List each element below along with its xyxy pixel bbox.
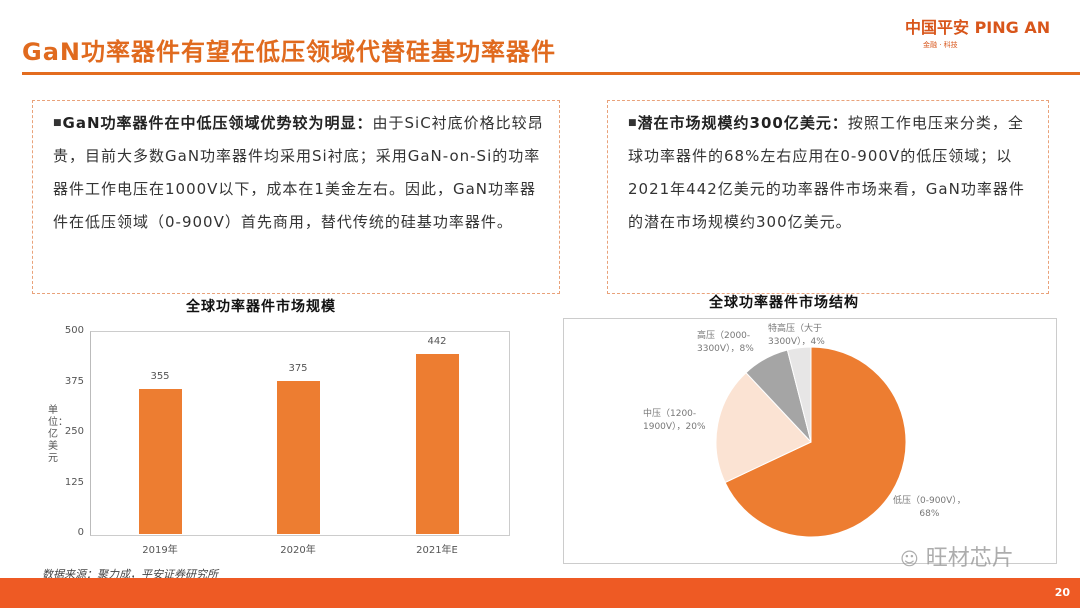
watermark: ☺ 旺材芯片 [900,546,1014,571]
y-tick: 0 [77,527,84,538]
pie-slice-ultra [786,346,812,443]
box-heading: GaN功率器件在中低压领域优势较为明显： [62,114,373,132]
y-tick: 250 [64,426,84,437]
pie-label-high: 高压（2000- 3300V），8% [697,331,754,354]
y-tick: 375 [64,376,84,387]
pie-slice-low [724,346,907,538]
box-heading: 潜在市场规模约300亿美元： [637,114,848,132]
page-title: GaN功率器件有望在低压领域代替硅基功率器件 [22,38,556,66]
bar-2019 [139,389,182,534]
pie-slice-mid [715,371,812,484]
y-tick: 500 [64,325,84,336]
page-number: 20 [1054,586,1070,599]
pie-label-low: 低压（0-900V）， 68% [893,496,966,519]
bullet-icon: ■ [628,118,638,128]
pie-chart-frame [563,318,1057,564]
bar-value-label: 375 [288,363,308,374]
pie-chart-title: 全球功率器件市场结构 [709,295,859,311]
wechat-icon: ☺ [900,549,919,570]
y-axis-label: 单位：亿美元 [48,405,68,464]
plot-area [90,331,510,536]
bar-2020 [277,381,320,534]
x-tick: 2020年 [280,545,316,556]
logo-tagline: 金融 · 科技 [923,41,958,49]
text-box-left: ■GaN功率器件在中低压领域优势较为明显：由于SiC衬底价格比较昂贵，目前大多数… [32,100,560,294]
bullet-icon: ■ [53,118,63,128]
logo-text: 中国平安 PING AN [905,18,1051,37]
box-body: 按照工作电压来分类，全球功率器件的68%左右应用在0-900V的低压领域；以20… [628,114,1025,231]
pie-chart [715,346,907,538]
box-body: 由于SiC衬底价格比较昂贵，目前大多数GaN功率器件均采用Si衬底；采用GaN-… [53,114,544,231]
pie-label-ultra: 特高压（大于 3300V），4% [768,324,825,347]
x-tick: 2021年E [416,545,458,556]
bar-2021e [416,354,459,534]
y-tick: 125 [64,477,84,488]
bar-value-label: 355 [150,371,170,382]
text-box-right: ■潜在市场规模约300亿美元：按照工作电压来分类，全球功率器件的68%左右应用在… [607,100,1049,294]
company-logo: 中国平安 PING AN 金融 · 科技 [905,14,1050,50]
pie-label-mid: 中压（1200- 1900V），20% [643,409,706,432]
footer-bar: 20 [0,578,1080,608]
x-tick: 2019年 [142,545,178,556]
title-divider [22,72,1080,75]
data-source: 数据来源：聚力成，平安证券研究所 [42,568,218,581]
bar-chart-title: 全球功率器件市场规模 [186,299,336,315]
bar-value-label: 442 [427,336,447,347]
